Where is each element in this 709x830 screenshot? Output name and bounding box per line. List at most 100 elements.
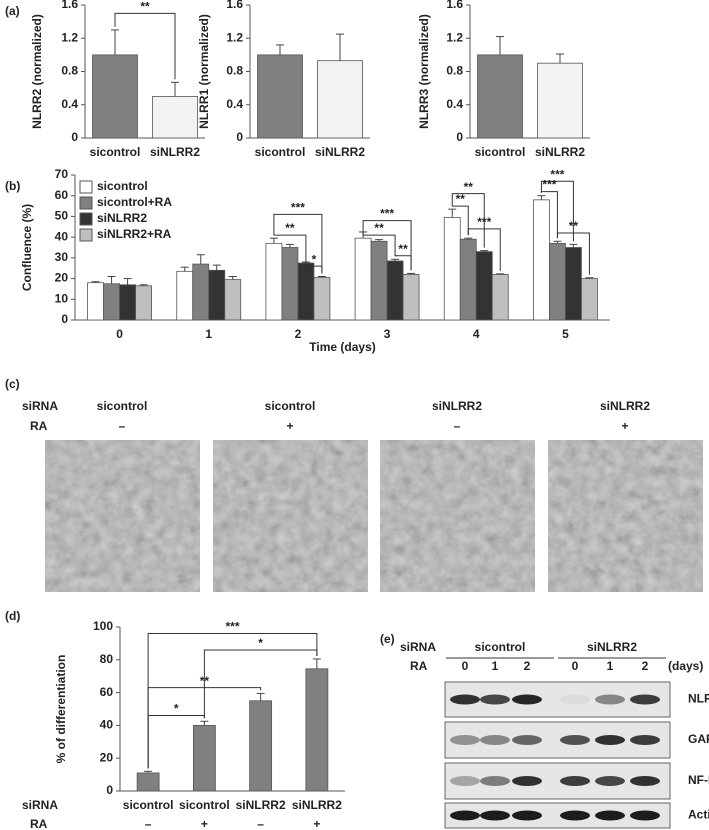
ra-label: + xyxy=(313,817,320,830)
x-tick-label: 5 xyxy=(562,327,569,341)
y-tick-label: 1.6 xyxy=(446,0,463,11)
significance-label: ** xyxy=(285,221,295,235)
bar xyxy=(92,54,138,139)
bar xyxy=(305,668,329,792)
blot-band xyxy=(480,735,510,745)
significance-label: *** xyxy=(380,207,394,221)
y-tick-label: 70 xyxy=(55,167,69,181)
significance-bracket xyxy=(114,12,176,80)
y-tick-label: 1.6 xyxy=(226,0,243,11)
y-tick-label: 80 xyxy=(100,652,114,666)
lane-label: 0 xyxy=(572,659,579,673)
blot-band xyxy=(480,694,510,705)
x-tick-label: sicontrol xyxy=(90,145,141,159)
significance-label: *** xyxy=(291,201,305,215)
lane-label: 2 xyxy=(524,659,531,673)
x-tick-label: siNLRR2 xyxy=(236,798,286,812)
significance-bracket xyxy=(273,213,323,274)
significance-label: ** xyxy=(569,219,579,233)
y-tick-label: 0 xyxy=(71,130,78,144)
blot-band xyxy=(512,776,542,786)
blot-band xyxy=(630,735,660,745)
x-tick-label: 4 xyxy=(473,327,480,341)
y-tick-label: 0.8 xyxy=(226,64,243,78)
panel-label: (a) xyxy=(5,4,20,18)
y-axis-title: NLRR1 (normalized) xyxy=(197,14,211,129)
legend-label: sicontrol+RA xyxy=(97,195,172,209)
blot-label: NF-M xyxy=(688,773,709,787)
lane-label: 1 xyxy=(492,659,499,673)
row-label: RA xyxy=(30,419,48,433)
row-label: RA xyxy=(410,659,428,673)
ra-label: – xyxy=(145,817,152,830)
y-tick-label: 0.4 xyxy=(446,97,463,111)
y-tick-label: 1.6 xyxy=(61,0,78,11)
x-tick-label: 0 xyxy=(116,327,123,341)
y-tick-label: 0.8 xyxy=(446,64,463,78)
significance-label: ** xyxy=(140,0,150,13)
bar xyxy=(475,251,493,321)
bar xyxy=(313,277,331,321)
bar xyxy=(281,247,299,321)
y-tick-label: 50 xyxy=(55,209,69,223)
y-axis-title: NLRR2 (normalized) xyxy=(30,14,44,129)
bar xyxy=(152,96,198,139)
row-label: siRNA xyxy=(400,640,436,654)
y-tick-label: 0.4 xyxy=(61,97,78,111)
legend-label: siNLRR2+RA xyxy=(97,227,172,241)
bar xyxy=(443,217,461,321)
y-tick-label: 0 xyxy=(61,312,68,326)
bar xyxy=(533,199,550,321)
unit-label: (days) xyxy=(668,659,703,673)
significance-bracket xyxy=(540,180,574,242)
significance-label: * xyxy=(258,636,263,650)
y-tick-label: 40 xyxy=(100,718,114,732)
blot-label: GAP43 xyxy=(688,732,709,746)
x-tick-label: siNLRR2 xyxy=(535,145,585,159)
significance-label: ** xyxy=(464,180,474,194)
blot-band xyxy=(595,776,625,786)
significance-bracket xyxy=(273,234,307,259)
blot-band xyxy=(450,694,480,705)
bar xyxy=(136,772,160,792)
x-tick-label: siNLRR2 xyxy=(315,145,365,159)
x-tick-label: 3 xyxy=(384,327,391,341)
significance-label: *** xyxy=(550,167,564,181)
significance-bracket xyxy=(556,232,590,275)
bar xyxy=(135,285,152,321)
row-label: RA xyxy=(30,817,48,830)
legend-label: sicontrol xyxy=(97,179,148,193)
legend-swatch xyxy=(79,196,93,210)
significance-bracket xyxy=(147,633,318,769)
ra-label: – xyxy=(257,817,264,830)
legend-swatch xyxy=(79,180,93,194)
bar xyxy=(87,282,104,321)
bar xyxy=(297,262,315,321)
blot-label: NLRR2 xyxy=(688,692,709,706)
bar xyxy=(208,269,226,321)
y-axis-title: Confluence (%) xyxy=(20,204,34,291)
y-tick-label: 60 xyxy=(100,685,114,699)
significance-bracket xyxy=(467,228,501,271)
bar xyxy=(370,240,388,321)
bar xyxy=(192,725,216,792)
panel-label: (e) xyxy=(380,632,395,646)
sirna-label: sicontrol xyxy=(97,399,148,413)
y-tick-label: 0.8 xyxy=(61,64,78,78)
lane-label: 2 xyxy=(642,659,649,673)
bar xyxy=(386,260,404,321)
panel-label: (b) xyxy=(5,179,20,193)
x-tick-label: sicontrol xyxy=(179,798,230,812)
panel-label: (c) xyxy=(5,377,20,391)
ra-label: + xyxy=(286,419,293,433)
x-tick-label: siNLRR2 xyxy=(292,798,342,812)
bar xyxy=(354,237,372,321)
y-tick-label: 0 xyxy=(236,130,243,144)
bar xyxy=(459,238,477,321)
x-axis-title: Time (days) xyxy=(309,340,375,354)
micrograph-texture xyxy=(548,440,703,592)
x-tick-label: sicontrol xyxy=(255,145,306,159)
x-tick-label: siNLRR2 xyxy=(150,145,200,159)
blot-band xyxy=(595,735,625,745)
group-label: siNLRR2 xyxy=(587,640,637,654)
